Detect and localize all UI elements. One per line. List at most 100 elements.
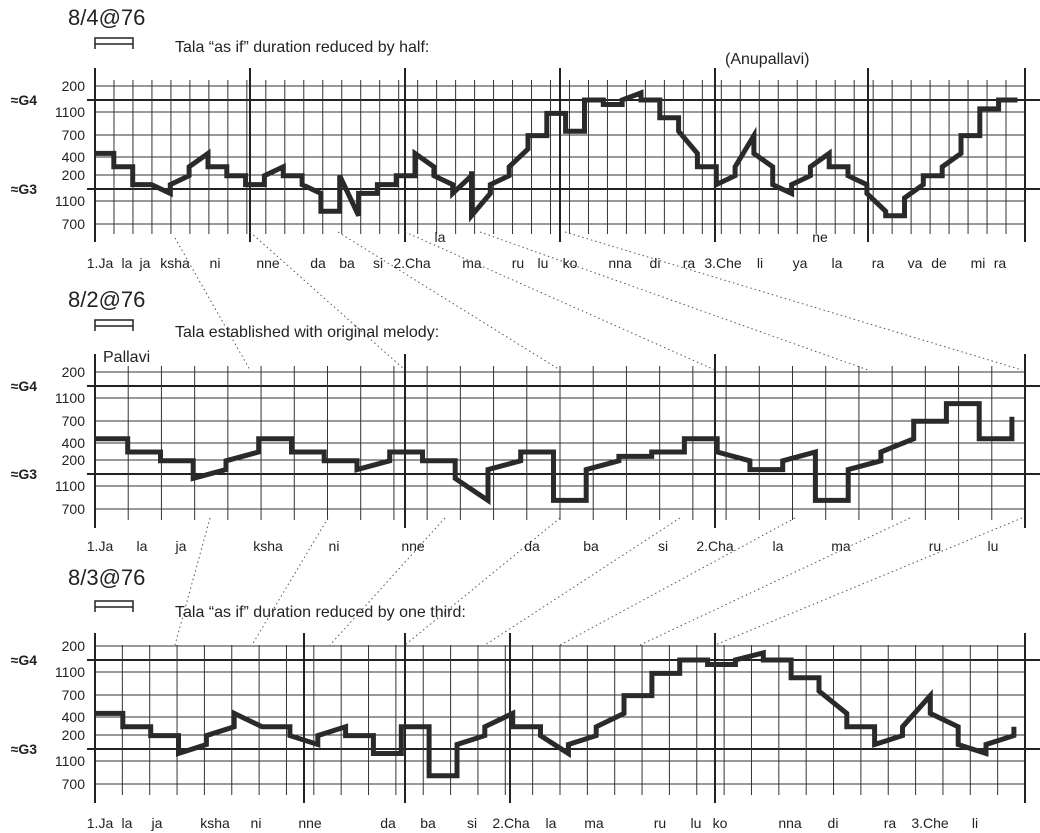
syllable-label: si xyxy=(467,815,477,831)
anupallavi-label: (Anupallavi) xyxy=(725,51,809,68)
syllable-label: 1.Ja xyxy=(87,255,114,271)
y-tick-label: 700 xyxy=(62,127,86,143)
syllable-label: nne xyxy=(256,255,280,271)
syllable-label: si xyxy=(658,538,668,554)
syllable-label: lu xyxy=(988,538,999,554)
tala-unit-bracket-2 xyxy=(94,319,134,331)
syllable-label: ya xyxy=(793,255,808,271)
caption-1: Tala “as if” duration reduced by half: xyxy=(175,39,429,56)
syllable-label: ru xyxy=(654,815,666,831)
syllable-label: ko xyxy=(713,815,728,831)
tala-unit-bracket-3 xyxy=(94,600,134,612)
y-tick-label: 1100 xyxy=(55,193,85,209)
syllable-label: 2.Cha xyxy=(393,255,431,271)
syllable-label: si xyxy=(373,255,383,271)
syllable-label: da xyxy=(310,255,326,271)
syllable-label: la xyxy=(832,255,843,271)
pitch-contour-line xyxy=(95,401,1015,506)
syllable-label: ma xyxy=(584,815,604,831)
pitch-contour-line xyxy=(95,89,1018,223)
syllable-label: ru xyxy=(512,255,524,271)
syllable-label: nne xyxy=(298,815,322,831)
syllable-label: ni xyxy=(251,815,262,831)
tempo-label-1: 8/4@76 xyxy=(68,5,145,30)
syllable-label: ra xyxy=(683,255,696,271)
y-tick-label: 200 xyxy=(62,78,86,94)
syllable-label: ja xyxy=(151,815,163,831)
syllable-label: ma xyxy=(462,255,482,271)
reference-pitch-label: ≈G3 xyxy=(11,466,38,482)
tempo-label-3: 8/3@76 xyxy=(68,565,145,590)
y-tick-label: 400 xyxy=(62,709,86,725)
syllable-label: 2.Cha xyxy=(696,538,734,554)
reference-pitch-label: ≈G4 xyxy=(11,92,38,108)
syllable-label: 3.Che xyxy=(911,815,949,831)
syllable-label: va xyxy=(908,255,923,271)
syllable-label: ksha xyxy=(160,255,190,271)
y-tick-label: 400 xyxy=(62,435,86,451)
reference-pitch-label: ≈G4 xyxy=(11,652,38,668)
syllable-label: ba xyxy=(420,815,436,831)
syllable-label: ra xyxy=(994,255,1007,271)
caption-3: Tala “as if” duration reduced by one thi… xyxy=(175,604,466,621)
tempo-label-2: 8/2@76 xyxy=(68,287,145,312)
y-tick-label: 200 xyxy=(62,638,86,654)
y-tick-label: 1100 xyxy=(55,478,85,494)
y-tick-label: 400 xyxy=(62,149,86,165)
reference-pitch-label: ≈G3 xyxy=(11,181,38,197)
y-tick-label: 200 xyxy=(62,452,86,468)
syllable-label: ja xyxy=(139,255,151,271)
syllable-label: mi xyxy=(971,255,986,271)
syllable-label: 2.Cha xyxy=(492,815,530,831)
y-tick-label: 700 xyxy=(62,501,86,517)
syllable-label: da xyxy=(524,538,540,554)
reference-pitch-label: ≈G3 xyxy=(11,741,38,757)
syllable-label: ni xyxy=(210,255,221,271)
syllable-label: 3.Che xyxy=(704,255,742,271)
caption-2: Tala established with original melody: xyxy=(175,324,439,341)
reference-pitch-label: ≈G4 xyxy=(11,378,38,394)
syllable-label: la xyxy=(773,538,784,554)
y-tick-label: 200 xyxy=(62,167,86,183)
syllable-label: la xyxy=(546,815,557,831)
pallavi-label: Pallavi xyxy=(103,349,150,366)
syllable-label: ra xyxy=(872,255,885,271)
y-tick-label: 1100 xyxy=(55,664,85,680)
tala-unit-bracket-1 xyxy=(94,37,134,49)
syllable-label: ru xyxy=(929,538,941,554)
y-tick-label: 200 xyxy=(62,727,86,743)
syllable-label: li xyxy=(757,255,763,271)
y-tick-label: 700 xyxy=(62,216,86,232)
syllable-label: la xyxy=(122,815,133,831)
y-tick-label: 700 xyxy=(62,776,86,792)
syllable-label: da xyxy=(380,815,396,831)
syllable-label: ba xyxy=(339,255,355,271)
syllable-label: 1.Ja xyxy=(87,538,114,554)
syllable-label: ni xyxy=(329,538,340,554)
pitch-contour-line xyxy=(95,649,1017,779)
syllable-label: ba xyxy=(583,538,599,554)
y-tick-label: 1100 xyxy=(55,390,85,406)
syllable-label: ma xyxy=(831,538,851,554)
correspondence-lines xyxy=(174,231,1023,646)
syllable-label: ksha xyxy=(253,538,283,554)
syllable-label: nna xyxy=(608,255,632,271)
syllable-label: di xyxy=(828,815,839,831)
syllable-label: la xyxy=(122,255,133,271)
syllable-label: nne xyxy=(401,538,425,554)
syllable-label: ja xyxy=(175,538,187,554)
syllable-label: nna xyxy=(778,815,802,831)
contour-panel-3: 200 1100 700 400 200 1100 700 ≈G4 ≈G3 1.Ja la ja ksh… xyxy=(11,633,1040,831)
syllable-label: ra xyxy=(884,815,897,831)
y-tick-label: 700 xyxy=(62,413,86,429)
syllable-label: lu xyxy=(538,255,549,271)
y-tick-label: 700 xyxy=(62,687,86,703)
syllable-label: ko xyxy=(563,255,578,271)
syllable-label: ne xyxy=(812,229,828,245)
syllable-label: la xyxy=(435,229,446,245)
syllable-label: de xyxy=(931,255,947,271)
syllable-label: ksha xyxy=(200,815,230,831)
